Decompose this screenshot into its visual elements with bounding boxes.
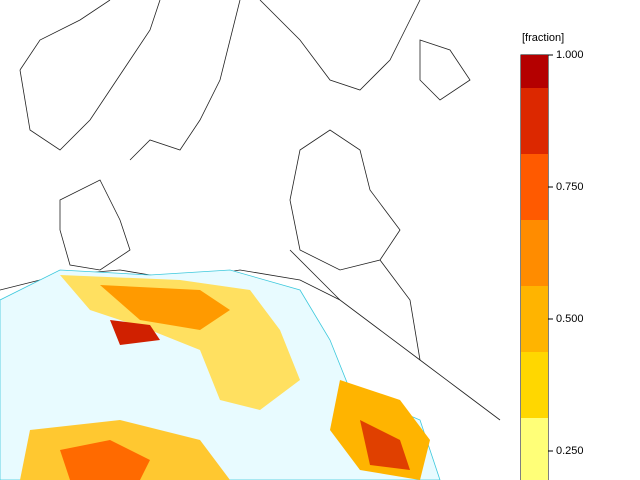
colorbar-band bbox=[521, 154, 548, 220]
colorbar-tick-label: 0.250 bbox=[556, 445, 584, 457]
colorbar-tick-label: 1.000 bbox=[556, 49, 584, 61]
colorbar-band bbox=[521, 418, 548, 480]
colorbar-tick-label: 0.500 bbox=[556, 313, 584, 325]
colorbar-band bbox=[521, 88, 548, 154]
colorbar-band bbox=[521, 220, 548, 286]
colorbar-band bbox=[521, 286, 548, 352]
legend-title: [fraction] bbox=[522, 32, 564, 44]
colorbar-band bbox=[521, 55, 548, 88]
colorbar-tick-label: 0.750 bbox=[556, 181, 584, 193]
field-overlay bbox=[0, 269, 441, 480]
colorbar-band bbox=[521, 352, 548, 418]
